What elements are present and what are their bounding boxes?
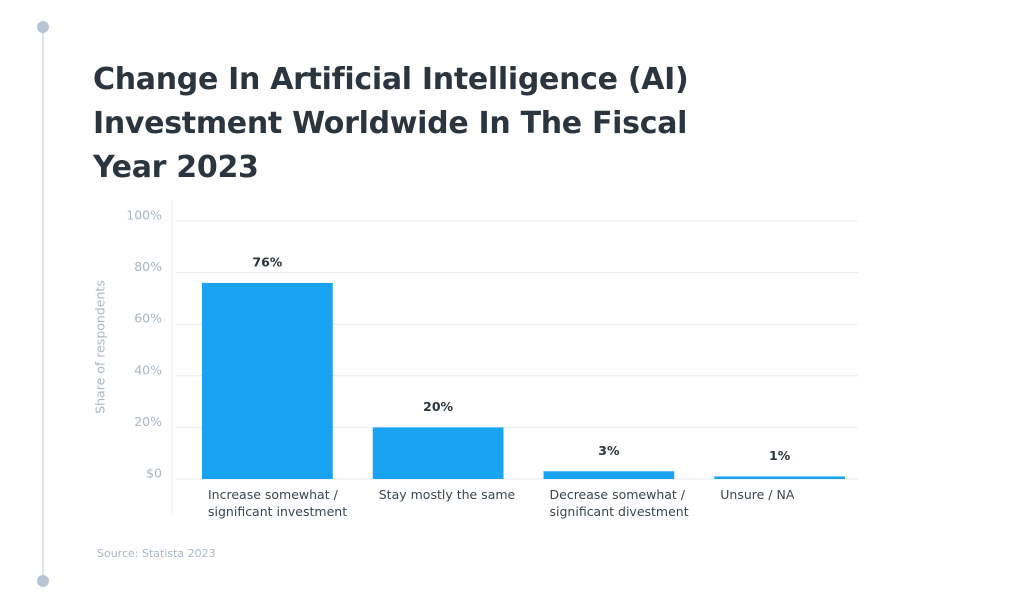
bar [714,476,845,479]
dot [37,21,49,33]
bar [543,471,675,479]
y-axis-label: Share of respondents [93,280,108,414]
y-tick-label: 60% [134,311,162,326]
value-label: 1% [769,448,791,463]
y-tick-label: 100% [126,208,162,223]
x-tick-label: Unsure / NA [720,487,795,502]
source: Source: Statista 2023 [97,547,216,560]
x-tick-label: Decrease somewhat / significant divestme… [549,487,689,519]
chart-title: Change In Artificial Intelligence (AI) I… [93,62,689,185]
bar [202,282,333,479]
y-tick-label: 40% [134,362,162,377]
value-label: 3% [598,443,620,458]
y-tick-label: 80% [134,259,162,274]
y-tick-label: 20% [134,414,162,429]
y-tick-label: $0 [146,466,162,481]
x-tick-label: Increase somewhat / significant investme… [208,487,348,519]
bar [372,427,504,479]
dot [37,575,49,587]
value-label: 76% [252,254,282,269]
value-label: 20% [423,399,453,414]
x-tick-label: Stay mostly the same [378,487,516,502]
